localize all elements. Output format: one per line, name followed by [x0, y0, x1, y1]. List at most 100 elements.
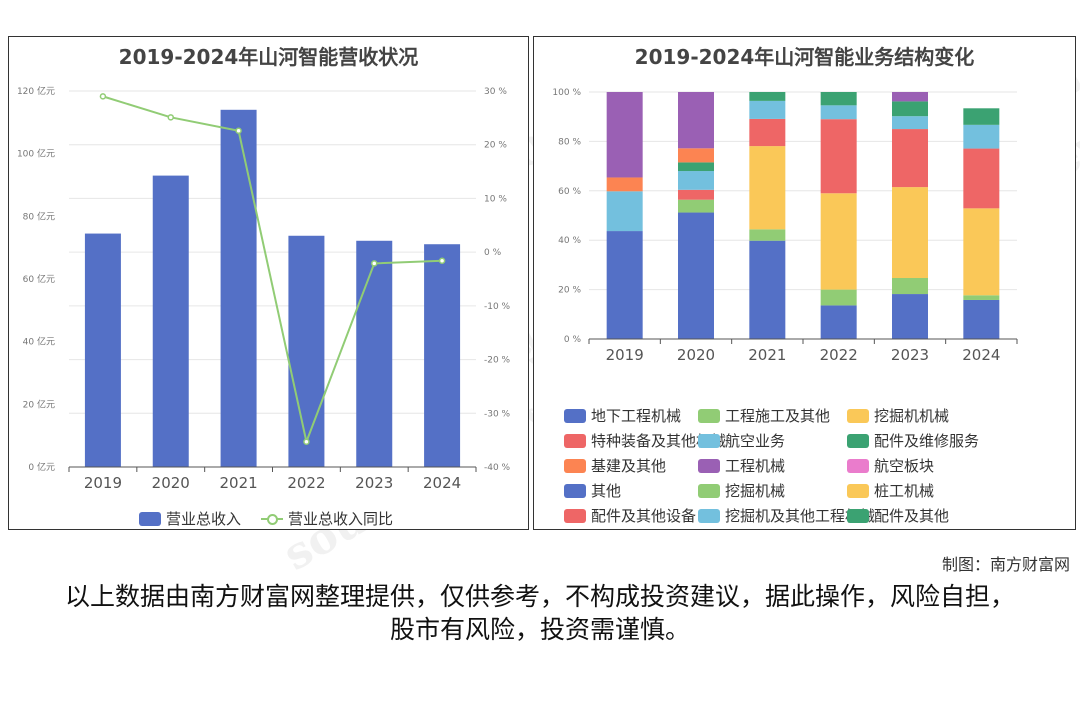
legend-swatch	[261, 512, 283, 526]
bar-segment	[892, 277, 928, 295]
legend-item[interactable]: 工程机械	[698, 455, 785, 476]
bar-segment	[963, 299, 1000, 339]
bar-segment	[892, 187, 928, 278]
y-tick-label: 20 %	[558, 286, 581, 296]
bar-segment	[606, 92, 643, 178]
legend-swatch	[698, 433, 720, 448]
bar-segment	[963, 124, 1000, 149]
legend-swatch	[698, 508, 720, 523]
x-tick-label: 2022	[287, 474, 325, 492]
legend-label: 其他	[591, 482, 622, 500]
legend-swatch	[698, 483, 720, 498]
bar-segment	[892, 92, 928, 102]
legend-item[interactable]: 挖掘机械	[698, 480, 785, 501]
x-tick-label: 2023	[355, 474, 393, 492]
legend-swatch	[564, 483, 586, 498]
legend-item[interactable]: 配件及维修服务	[847, 430, 979, 451]
bar	[288, 235, 325, 467]
disclaimer: 以上数据由南方财富网整理提供，仅供参考，不构成投资建议，据此操作，风险自担，股市…	[64, 582, 1015, 644]
bar-segment	[749, 229, 786, 241]
legend-item-revenue[interactable]: 营业总收入	[139, 508, 241, 529]
bar-segment	[749, 240, 786, 339]
legend-label: 营业总收入	[166, 510, 242, 528]
legend-swatch	[847, 483, 869, 498]
bar-segment	[963, 295, 1000, 300]
bar-segment	[606, 231, 643, 339]
legend-item[interactable]: 挖掘机及其他工程机械	[698, 505, 875, 526]
bar-segment	[892, 294, 928, 339]
legend-label: 特种装备及其他机械	[591, 432, 727, 450]
bar-segment	[749, 100, 786, 119]
legend-label: 挖掘机机械	[874, 407, 950, 425]
legend-item[interactable]: 航空板块	[847, 455, 934, 476]
legend-swatch	[847, 508, 869, 523]
y-tick-label: 60 %	[558, 187, 581, 197]
legend-item[interactable]: 挖掘机机械	[847, 405, 949, 426]
line-point	[371, 260, 378, 267]
x-tick-label: 2024	[962, 346, 1000, 364]
y-right-tick-label: 20 %	[484, 141, 507, 151]
revenue-chart: 0 亿元 20 亿元 40 亿元 60 亿元 80 亿元 100 亿元 120 亿元 -40 …	[17, 85, 511, 492]
x-tick-label: 2022	[820, 346, 858, 364]
legend: 地下工程机械 工程施工及其他 挖掘机机械特种装备及其他机械 航空业务 配件及维修服务基建…	[564, 405, 1064, 529]
legend-swatch	[564, 458, 586, 473]
line-point	[438, 257, 446, 264]
bar-segment	[678, 162, 714, 172]
legend-item[interactable]: 配件及其他设备	[564, 505, 696, 526]
x-tick-label: 2021	[219, 474, 257, 492]
bar	[152, 175, 189, 467]
chart-title: 2019-2024年山河智能营收状况	[118, 45, 419, 69]
legend-swatch	[698, 408, 720, 423]
y-left-tick-label: 0 亿元	[28, 461, 55, 473]
bar-segment	[678, 148, 714, 163]
legend-item[interactable]: 工程施工及其他	[698, 405, 830, 426]
legend-item[interactable]: 特种装备及其他机械	[564, 430, 726, 451]
legend-item[interactable]: 航空业务	[698, 430, 785, 451]
bar-segment	[820, 92, 857, 106]
line-point	[167, 114, 174, 121]
y-right-tick-label: 30 %	[484, 87, 507, 97]
y-right-tick-label: -30 %	[484, 409, 511, 419]
legend-label: 挖掘机械	[725, 482, 786, 500]
legend-item[interactable]: 地下工程机械	[564, 405, 681, 426]
y-left-tick-label: 80 亿元	[23, 210, 55, 222]
bar-segment	[678, 171, 714, 190]
bar-segment	[606, 191, 643, 232]
chart-credit: 制图：南方财富网	[941, 555, 1070, 574]
y-right-tick-label: -10 %	[484, 302, 511, 312]
x-tick-label: 2023	[891, 346, 929, 364]
legend-label: 工程施工及其他	[725, 407, 831, 425]
y-left-tick-label: 60 亿元	[23, 273, 55, 285]
legend-item-revenue-yoy[interactable]: 营业总收入同比	[261, 508, 393, 529]
y-left-tick-label: 120 亿元	[17, 85, 55, 97]
bar	[356, 240, 393, 467]
legend-label: 航空板块	[874, 457, 935, 475]
bar-segment	[892, 129, 928, 188]
bar-segment	[963, 108, 1000, 125]
legend-swatch	[564, 408, 586, 423]
legend-swatch	[139, 511, 161, 526]
legend-label: 营业总收入同比	[288, 510, 394, 528]
bar-segment	[963, 208, 1000, 296]
legend-label: 桩工机械	[874, 482, 935, 500]
legend-item[interactable]: 其他	[564, 480, 621, 501]
legend-item[interactable]: 配件及其他	[847, 505, 949, 526]
legend-label: 工程机械	[725, 457, 786, 475]
legend-label: 地下工程机械	[591, 407, 682, 425]
legend-item[interactable]: 基建及其他	[564, 455, 666, 476]
bar-segment	[820, 305, 857, 339]
bar-segment	[749, 118, 786, 147]
y-right-tick-label: 0 %	[484, 248, 502, 258]
y-tick-label: 100 %	[552, 88, 581, 98]
bar-segment	[963, 148, 1000, 209]
legend-swatch	[564, 508, 586, 523]
legend-item[interactable]: 桩工机械	[847, 480, 934, 501]
revenue-chart-panel: 2019-2024年山河智能营收状况 0 亿元 20 亿元 40 亿元 60 亿元 80…	[8, 36, 529, 530]
bar-segment	[892, 116, 928, 130]
bar-segment	[892, 101, 928, 117]
legend-label: 挖掘机及其他工程机械	[725, 507, 876, 525]
y-tick-label: 80 %	[558, 137, 581, 147]
legend: 营业总收入 营业总收入同比	[139, 508, 439, 529]
bar-segment	[749, 146, 786, 230]
x-tick-label: 2021	[748, 346, 786, 364]
